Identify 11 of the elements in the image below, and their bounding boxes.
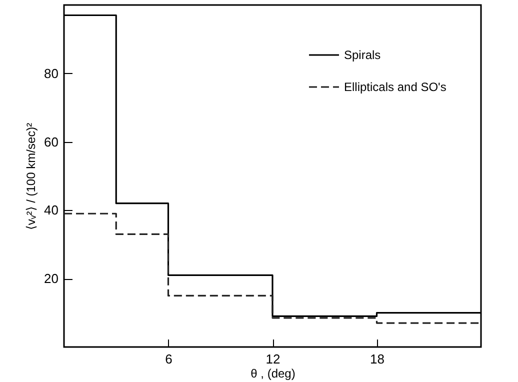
x-tick-label: 18 bbox=[370, 352, 384, 366]
x-tick-label: 6 bbox=[165, 352, 172, 366]
y-tick-label: 20 bbox=[44, 271, 58, 286]
legend-label: Spirals bbox=[344, 48, 381, 62]
y-axis-title: ⟨vᵥ²⟩ / (100 km/sec)² bbox=[24, 122, 38, 230]
x-axis-title: θ , (deg) bbox=[250, 366, 296, 380]
y-tick-label: 60 bbox=[44, 134, 58, 150]
x-tick-label: 12 bbox=[266, 352, 280, 366]
y-tick-label: 80 bbox=[44, 66, 58, 81]
y-tick-label: 40 bbox=[44, 202, 58, 218]
legend-label: Ellipticals and SO's bbox=[344, 80, 446, 94]
